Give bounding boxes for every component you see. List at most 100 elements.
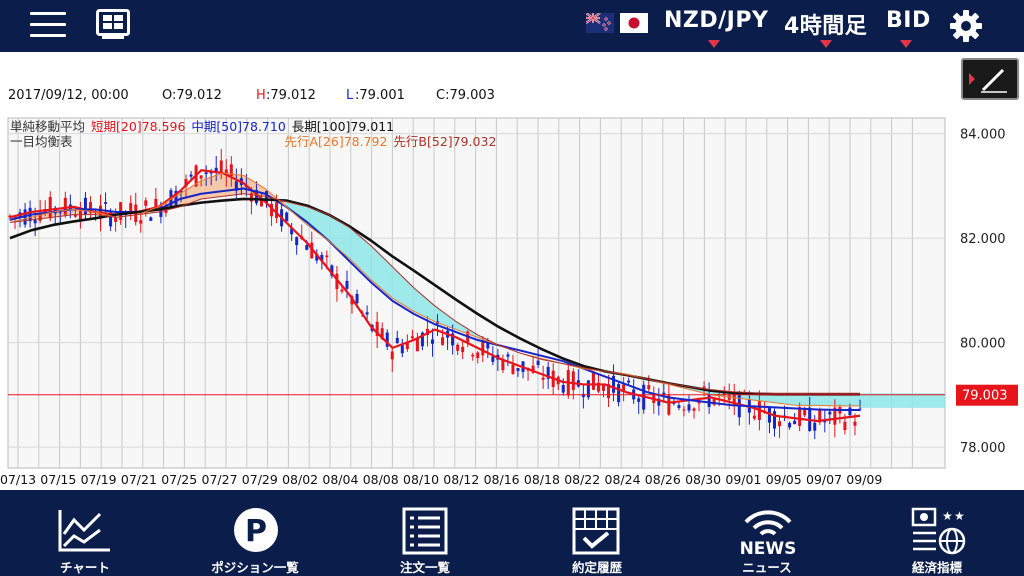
high-prefix: H: [256, 88, 266, 103]
candle-body: [53, 207, 57, 214]
ichimoku-cloud-segment: [413, 287, 435, 322]
nav-news[interactable]: NEWS ニュース: [682, 500, 852, 576]
candle-body: [481, 342, 485, 356]
close-value: C:79.003: [436, 88, 495, 103]
candle-body: [601, 385, 605, 391]
ichimoku-title: 一目均衡表: [10, 134, 73, 149]
candle-body: [139, 220, 143, 224]
order-list-icon: [402, 507, 448, 555]
candle-body: [129, 203, 133, 215]
layout-grid-icon[interactable]: [96, 9, 130, 39]
candle-body: [83, 197, 87, 215]
candle-body: [214, 167, 218, 173]
timeframe-selector[interactable]: 4時間足: [784, 8, 867, 48]
nav-positions[interactable]: P ポジション一覧: [170, 500, 340, 576]
news-icon: NEWS: [740, 510, 797, 556]
sma-short-label: 短期[20]78.596: [91, 119, 186, 134]
x-tick-label: 07/29: [242, 472, 278, 487]
candle-body: [325, 255, 329, 258]
span-a-label: 先行A[26]78.792: [284, 134, 388, 149]
candle-body: [330, 265, 334, 276]
candle-body: [637, 398, 641, 402]
x-tick-label: 08/12: [443, 472, 479, 487]
candle-body: [788, 422, 792, 428]
pencil-icon: [969, 68, 1007, 93]
nav-executions[interactable]: 約定履歴: [512, 500, 682, 576]
candle-body: [385, 332, 389, 347]
sma-legend: 単純移動平均 短期[20]78.596 中期[50]78.710 長期[100]…: [10, 116, 396, 135]
chart-area[interactable]: 84.000 82.000 80.000 78.000 07/13 07/15 07/19…: [0, 114, 1024, 490]
candle-body: [486, 342, 490, 349]
ohlc-info-bar: [0, 52, 1024, 114]
candle-body: [78, 210, 82, 221]
ichimoku-cloud-segment: [307, 206, 329, 241]
nav-chart[interactable]: チャート: [0, 500, 170, 576]
candle-body: [586, 380, 590, 398]
candle-body: [798, 407, 802, 426]
candle-body: [591, 371, 595, 390]
ichimoku-cloud-segment: [838, 393, 860, 406]
nav-positions-label: ポジション一覧: [211, 560, 299, 575]
price-chart[interactable]: 84.000 82.000 80.000 78.000 07/13 07/15 07/19…: [0, 114, 1024, 490]
candle-body: [727, 395, 731, 400]
span-b-line: [9, 193, 860, 394]
chevron-down-icon: [708, 40, 720, 48]
new-zealand-flag-icon: [586, 13, 614, 33]
candle-body: [234, 181, 238, 191]
candle-body: [778, 421, 782, 427]
bottom-nav: チャート P ポジション一覧 注文一覧 約定履歴: [0, 500, 1024, 576]
sma-title: 単純移動平均: [10, 119, 86, 134]
candle-body: [88, 202, 92, 213]
candle-body: [73, 214, 77, 217]
ichimoku-legend: 一目均衡表 先行A[26]78.792 先行B[52]79.032: [10, 131, 498, 150]
x-tick-label: 07/21: [121, 472, 157, 487]
sma-mid-label: 中期[50]78.710: [191, 119, 286, 134]
x-tick-label: 08/22: [564, 472, 600, 487]
drawing-tool-button[interactable]: [961, 58, 1019, 100]
candle-body: [114, 217, 118, 223]
ichimoku-cloud-segment: [860, 393, 945, 408]
candle-body: [295, 237, 299, 246]
candle-body: [692, 408, 696, 411]
y-tick-label: 84.000: [960, 128, 1006, 143]
chart-icon: [58, 510, 110, 552]
currency-pair-selector[interactable]: NZD/JPY: [664, 8, 768, 48]
candle-body: [275, 202, 279, 219]
y-tick-label: 78.000: [960, 441, 1006, 456]
svg-text:★: ★: [954, 509, 965, 523]
price-type-selector[interactable]: BID: [886, 8, 931, 48]
candle-body: [511, 364, 515, 374]
nav-economic[interactable]: ★ ★ 経済指標: [852, 500, 1022, 576]
candle-body: [677, 405, 681, 408]
candle-body: [451, 333, 455, 346]
candle-body: [229, 164, 233, 177]
x-tick-label: 09/07: [806, 472, 842, 487]
position-icon: P: [234, 508, 278, 552]
nav-orders[interactable]: 注文一覧: [340, 500, 510, 576]
candle-body: [425, 328, 429, 336]
candle-body: [430, 339, 434, 344]
candle-body: [189, 174, 193, 177]
x-tick-label: 07/25: [161, 472, 197, 487]
x-tick-label: 08/02: [282, 472, 318, 487]
candle-body: [104, 202, 108, 204]
candle-body: [803, 409, 807, 416]
low-prefix: L: [346, 88, 354, 103]
y-tick-label: 82.000: [960, 232, 1006, 247]
candle-body: [285, 212, 289, 222]
x-tick-label: 07/27: [202, 472, 238, 487]
candle-body: [843, 421, 847, 431]
candle-body: [546, 366, 550, 379]
x-tick-label: 09/05: [766, 472, 802, 487]
ichimoku-cloud-segment: [456, 321, 478, 338]
candle-body: [154, 198, 158, 207]
svg-text:NEWS: NEWS: [740, 539, 797, 556]
menu-icon[interactable]: [30, 10, 66, 40]
ichimoku-cloud-segment: [775, 393, 797, 406]
open-value: O:79.012: [162, 88, 222, 103]
gear-icon[interactable]: [948, 8, 984, 44]
current-price-box: [956, 384, 1018, 406]
ichimoku-cloud-segment: [243, 175, 265, 197]
candle-body: [375, 321, 379, 336]
candle-body: [828, 411, 832, 415]
